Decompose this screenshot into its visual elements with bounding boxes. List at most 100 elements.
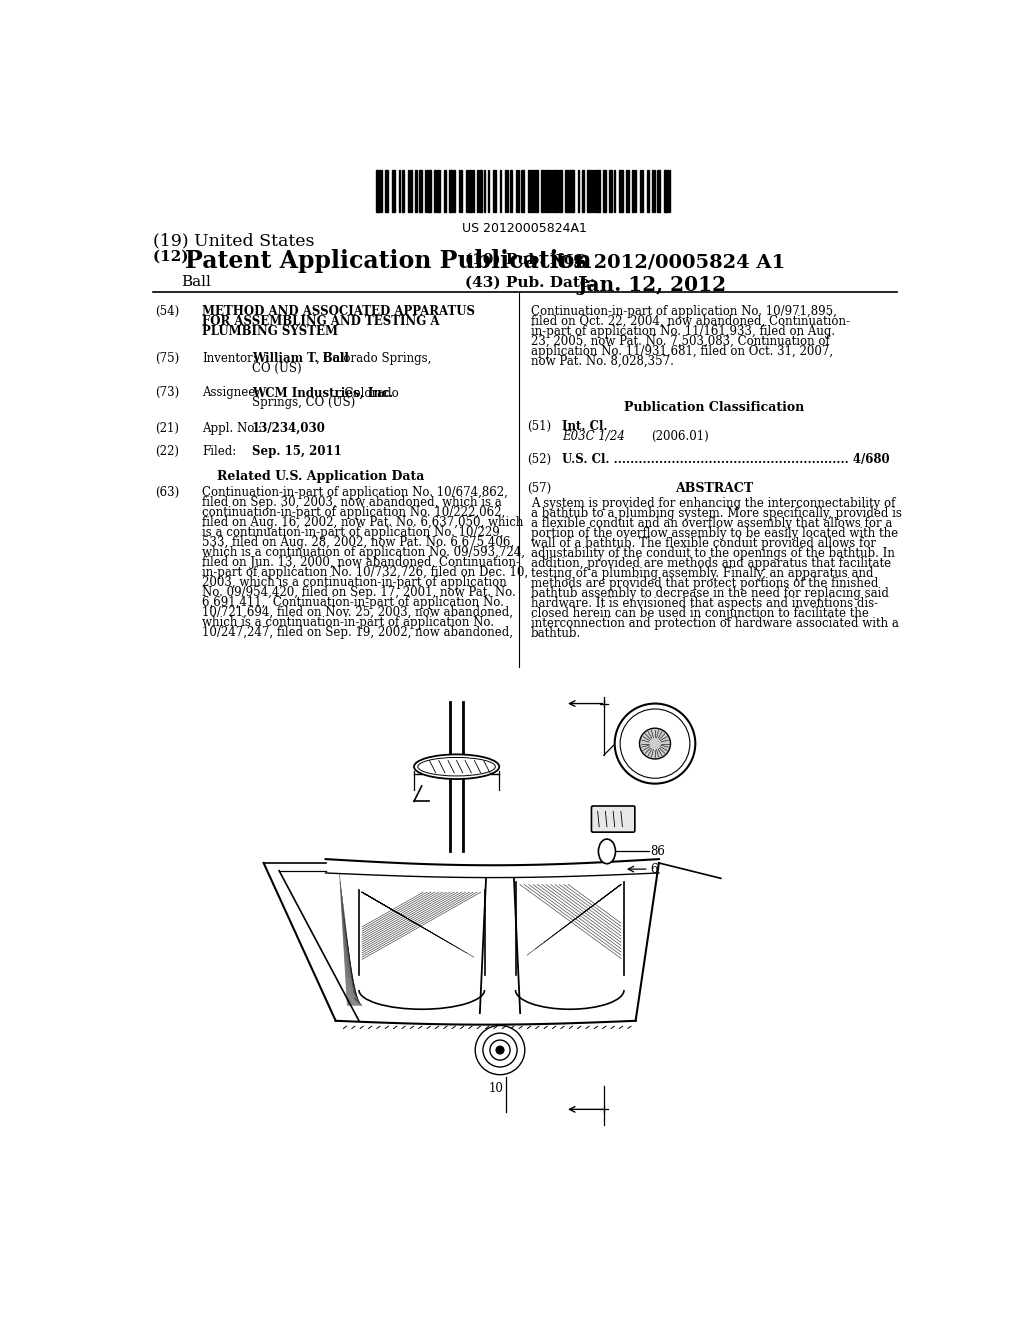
Bar — [546, 170, 550, 213]
Bar — [459, 170, 460, 213]
Bar — [381, 170, 382, 213]
Text: Int. Cl.: Int. Cl. — [562, 420, 607, 433]
Bar — [484, 170, 485, 213]
Bar — [479, 170, 481, 213]
Bar — [537, 170, 538, 213]
Circle shape — [496, 1047, 504, 1053]
Text: (75): (75) — [155, 352, 179, 366]
Text: closed herein can be used in conjunction to facilitate the: closed herein can be used in conjunction… — [531, 607, 869, 620]
Text: interconnection and protection of hardware associated with a: interconnection and protection of hardwa… — [531, 618, 899, 631]
Text: 23, 2005, now Pat. No. 7,503,083, Continuation of: 23, 2005, now Pat. No. 7,503,083, Contin… — [531, 335, 829, 347]
Circle shape — [614, 704, 695, 784]
Text: (54): (54) — [155, 305, 179, 318]
Text: PLUMBING SYSTEM: PLUMBING SYSTEM — [203, 325, 338, 338]
Bar — [401, 170, 403, 213]
Text: filed on Aug. 16, 2002, now Pat. No. 6,637,050, which: filed on Aug. 16, 2002, now Pat. No. 6,6… — [203, 516, 523, 529]
Text: now Pat. No. 8,028,357.: now Pat. No. 8,028,357. — [531, 355, 674, 368]
Bar — [588, 170, 590, 213]
Text: 10: 10 — [488, 1082, 504, 1096]
Text: Patent Application Publication: Patent Application Publication — [184, 249, 591, 273]
Bar — [516, 170, 517, 213]
Bar — [376, 170, 380, 213]
Text: which is a continuation of application No. 09/593,724,: which is a continuation of application N… — [203, 545, 525, 558]
Text: methods are provided that protect portions of the finished: methods are provided that protect portio… — [531, 577, 879, 590]
Bar — [635, 170, 636, 213]
Text: Publication Classification: Publication Classification — [624, 401, 804, 414]
Text: A system is provided for enhancing the interconnectability of: A system is provided for enhancing the i… — [531, 498, 895, 511]
Bar — [434, 170, 435, 213]
Bar — [654, 170, 655, 213]
Bar — [542, 170, 545, 213]
Ellipse shape — [598, 840, 615, 863]
Text: (43) Pub. Date:: (43) Pub. Date: — [465, 276, 595, 289]
Text: 2003, which is a continuation-in-part of application: 2003, which is a continuation-in-part of… — [203, 576, 507, 589]
Text: Related U.S. Application Data: Related U.S. Application Data — [216, 470, 424, 483]
Text: filed on Jun. 13, 2000, now abandoned, Continuation-: filed on Jun. 13, 2000, now abandoned, C… — [203, 556, 520, 569]
Bar — [505, 170, 506, 213]
Text: (10) Pub. No.:: (10) Pub. No.: — [465, 253, 585, 267]
Text: 6: 6 — [650, 862, 657, 875]
Bar — [583, 170, 584, 213]
Text: hardware. It is envisioned that aspects and inventions dis-: hardware. It is envisioned that aspects … — [531, 598, 879, 610]
Text: bathtub assembly to decrease in the need for replacing said: bathtub assembly to decrease in the need… — [531, 587, 889, 601]
Text: filed on Sep. 30, 2003, now abandoned, which is a: filed on Sep. 30, 2003, now abandoned, w… — [203, 496, 502, 508]
Bar — [493, 170, 497, 213]
Text: a flexible conduit and an overflow assembly that allows for a: a flexible conduit and an overflow assem… — [531, 517, 892, 531]
Bar — [454, 170, 455, 213]
Text: Assignee:: Assignee: — [203, 387, 260, 400]
Bar — [408, 170, 409, 213]
Bar — [427, 170, 431, 213]
FancyBboxPatch shape — [592, 807, 635, 832]
Text: (2006.01): (2006.01) — [651, 430, 709, 444]
Text: Jan. 12, 2012: Jan. 12, 2012 — [578, 276, 726, 296]
Text: U.S. Cl. ......................................................... 4/680: U.S. Cl. ...............................… — [562, 453, 890, 466]
Text: 10/247,247, filed on Sep. 19, 2002, now abandoned,: 10/247,247, filed on Sep. 19, 2002, now … — [203, 626, 513, 639]
Bar — [594, 170, 595, 213]
Bar — [642, 170, 643, 213]
Text: portion of the overflow assembly to be easily located with the: portion of the overflow assembly to be e… — [531, 527, 898, 540]
Text: is a continuation-in-part of application No. 10/229,: is a continuation-in-part of application… — [203, 525, 504, 539]
Text: , Colorado: , Colorado — [337, 387, 399, 400]
Text: Continuation-in-part of application No. 10/971,895,: Continuation-in-part of application No. … — [531, 305, 837, 318]
Bar — [603, 170, 605, 213]
Bar — [591, 170, 592, 213]
Text: William T. Ball: William T. Ball — [252, 352, 349, 366]
Circle shape — [640, 729, 671, 759]
Bar — [466, 170, 467, 213]
Bar — [565, 170, 569, 213]
Bar — [419, 170, 422, 213]
Text: which is a continuation-in-part of application No.: which is a continuation-in-part of appli… — [203, 615, 495, 628]
Text: application No. 11/931,681, filed on Oct. 31, 2007,: application No. 11/931,681, filed on Oct… — [531, 345, 834, 358]
Text: METHOD AND ASSOCIATED APPARATUS: METHOD AND ASSOCIATED APPARATUS — [203, 305, 475, 318]
Text: (19) United States: (19) United States — [153, 232, 314, 249]
Text: Continuation-in-part of application No. 10/674,862,: Continuation-in-part of application No. … — [203, 486, 508, 499]
Text: (73): (73) — [155, 387, 179, 400]
Bar — [669, 170, 670, 213]
Text: (12): (12) — [153, 249, 194, 263]
Bar — [531, 170, 536, 213]
Bar — [392, 170, 395, 213]
Text: a bathtub to a plumbing system. More specifically, provided is: a bathtub to a plumbing system. More spe… — [531, 507, 902, 520]
Text: 13/234,030: 13/234,030 — [252, 422, 326, 434]
Text: (63): (63) — [155, 486, 179, 499]
Text: , Colorado Springs,: , Colorado Springs, — [315, 352, 431, 366]
Bar — [477, 170, 478, 213]
Bar — [518, 170, 519, 213]
Bar — [410, 170, 413, 213]
Text: filed on Oct. 22, 2004, now abandoned, Continuation-: filed on Oct. 22, 2004, now abandoned, C… — [531, 314, 850, 327]
Bar — [558, 170, 562, 213]
Text: in-part of application No. 10/732,726, filed on Dec. 10,: in-part of application No. 10/732,726, f… — [203, 566, 528, 578]
Bar — [553, 170, 557, 213]
Bar — [627, 170, 629, 213]
Text: Appl. No.:: Appl. No.: — [203, 422, 262, 434]
Text: US 2012/0005824 A1: US 2012/0005824 A1 — [556, 253, 785, 271]
Bar — [449, 170, 453, 213]
Bar — [487, 170, 489, 213]
Text: (21): (21) — [155, 422, 179, 434]
Bar — [507, 170, 508, 213]
Bar — [647, 170, 649, 213]
Text: FOR ASSEMBLING AND TESTING A: FOR ASSEMBLING AND TESTING A — [203, 314, 440, 327]
Bar — [425, 170, 426, 213]
Text: Ball: Ball — [180, 276, 211, 289]
Bar — [656, 170, 660, 213]
